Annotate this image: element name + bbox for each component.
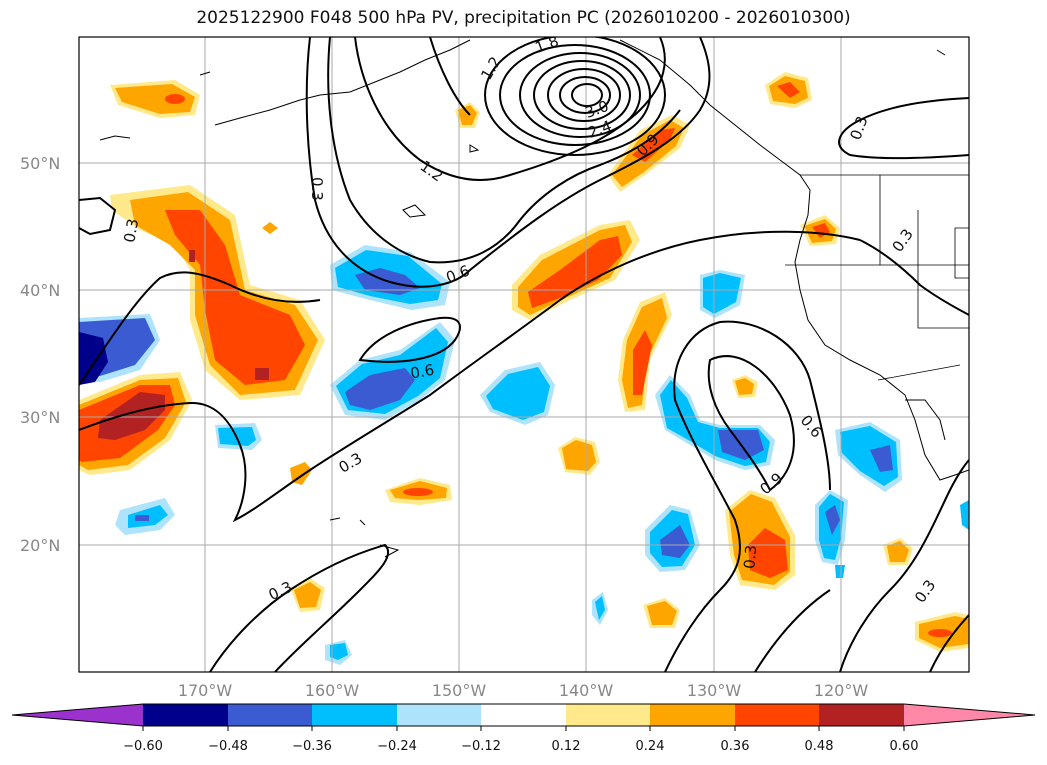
- contour-label: 0.3: [740, 544, 760, 569]
- colorbar-tick-label: 0.12: [552, 739, 581, 754]
- latitude-labels: 50°N 40°N 30°N 20°N: [20, 154, 60, 555]
- graticule: [79, 37, 969, 672]
- lon-label: 150°W: [432, 681, 487, 700]
- colorbar-tick-label: −0.60: [123, 739, 163, 754]
- map-title: 2025122900 F048 500 hPa PV, precipitatio…: [196, 8, 851, 28]
- lat-label: 40°N: [20, 281, 60, 300]
- colorbar-extend-min: [12, 704, 143, 726]
- lon-label: 170°W: [178, 681, 233, 700]
- lat-label: 30°N: [20, 408, 60, 427]
- colorbar-swatch: [397, 704, 481, 726]
- colorbar-tick-label: 0.36: [721, 739, 750, 754]
- colorbar-tick-label: 0.48: [805, 739, 834, 754]
- contour-label: 0.3: [120, 217, 142, 244]
- colorbar-extend-max: [904, 704, 1035, 726]
- precip-shading: [79, 72, 969, 665]
- lat-label: 50°N: [20, 154, 60, 173]
- colorbar-swatch: [650, 704, 735, 726]
- colorbar-tick-label: 0.60: [890, 739, 919, 754]
- lat-label: 20°N: [20, 536, 60, 555]
- colorbar-swatch: [312, 704, 397, 726]
- map-panel: 0.3 0.3 0.3 0.3 0.3 0.3 0.3 0.3 0.6 0.6 …: [79, 37, 969, 672]
- colorbar-tick-label: −0.48: [208, 739, 248, 754]
- colorbar-swatch: [481, 704, 566, 726]
- colorbar-tick-label: −0.36: [292, 739, 332, 754]
- longitude-labels: 170°W 160°W 150°W 140°W 130°W 120°W: [178, 681, 869, 700]
- lon-label: 120°W: [814, 681, 869, 700]
- pv-contours: [79, 37, 969, 672]
- colorbar-tick-label: −0.12: [461, 739, 501, 754]
- colorbar-swatch: [819, 704, 904, 726]
- contour-label: 0.3: [308, 177, 326, 201]
- colorbar-swatch: [566, 704, 650, 726]
- map-frame: [78, 36, 970, 673]
- lon-label: 160°W: [305, 681, 360, 700]
- colorbar-swatch: [228, 704, 312, 726]
- colorbar-swatch: [735, 704, 819, 726]
- colorbar-tick-label: 0.24: [636, 739, 665, 754]
- lon-label: 140°W: [559, 681, 614, 700]
- colorbar: [11, 703, 1036, 731]
- colorbar-tick-label: −0.24: [377, 739, 417, 754]
- contour-label: 0.6: [409, 361, 436, 383]
- lon-label: 130°W: [687, 681, 742, 700]
- colorbar-swatch: [143, 704, 228, 726]
- colorbar-tick-labels: −0.60 −0.48 −0.36 −0.24 −0.12 0.12 0.24 …: [123, 739, 918, 754]
- borders: [785, 174, 969, 381]
